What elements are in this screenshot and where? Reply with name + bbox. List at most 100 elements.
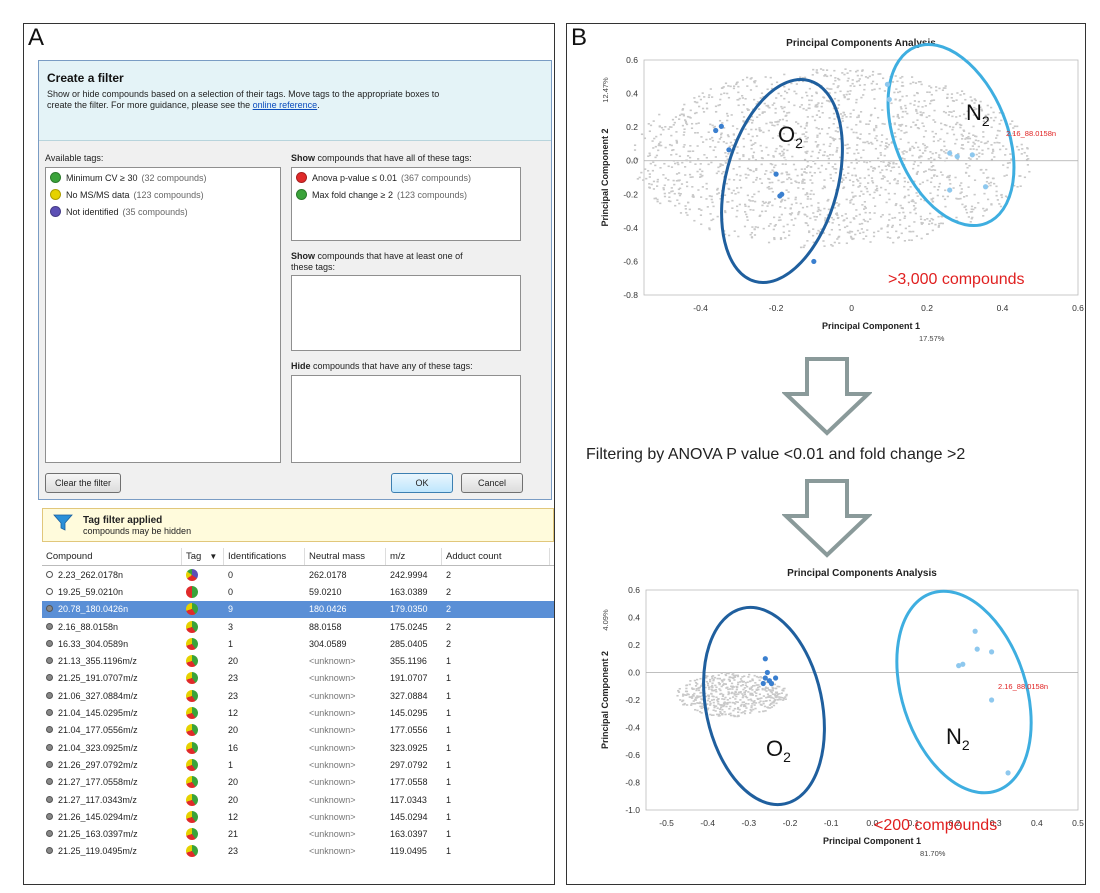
tag-name: Not identified <box>66 206 119 217</box>
background-compound-mark <box>768 178 771 180</box>
background-compound-mark <box>733 679 736 681</box>
dialog-title: Create a filter <box>47 71 124 85</box>
table-row[interactable]: 21.26_297.0792m/z 1 <unknown> 297.0792 1 <box>42 756 554 773</box>
background-compound-mark <box>937 139 940 142</box>
background-compound-mark <box>737 706 740 709</box>
table-row[interactable]: 21.25_191.0707m/z 23 <unknown> 191.0707 1 <box>42 670 554 687</box>
cell-mz: 297.0792 <box>390 759 428 770</box>
table-row[interactable]: 21.04_323.0925m/z 16 <unknown> 323.0925 1 <box>42 739 554 756</box>
header-neutral-mass[interactable]: Neutral mass <box>305 548 386 565</box>
table-row[interactable]: 21.25_163.0397m/z 21 <unknown> 163.0397 1 <box>42 825 554 842</box>
background-compound-mark <box>636 178 639 180</box>
background-compound-mark <box>651 169 655 172</box>
dropdown-icon[interactable]: ▼ <box>209 552 218 561</box>
tag-item[interactable]: Minimum CV ≥ 30 (32 compounds) <box>46 170 280 185</box>
background-compound-mark <box>705 182 708 185</box>
background-compound-mark <box>687 693 690 696</box>
table-row[interactable]: 21.27_117.0343m/z 20 <unknown> 117.0343 1 <box>42 791 554 808</box>
pca-chart-bottom: Principal Components Analysis-0.5 -0.4 -0.… <box>600 568 1084 858</box>
table-row[interactable]: 19.25_59.0210n 0 59.0210 163.0389 2 <box>42 583 554 600</box>
tag-item[interactable]: Max fold change ≥ 2 (123 compounds) <box>292 187 520 202</box>
header-mz[interactable]: m/z <box>386 548 442 565</box>
background-compound-mark <box>752 685 755 687</box>
background-compound-mark <box>780 172 783 175</box>
background-compound-mark <box>982 136 985 138</box>
background-compound-mark <box>937 215 940 218</box>
available-tags-box[interactable]: Minimum CV ≥ 30 (32 compounds) No MS/MS da… <box>45 167 281 463</box>
table-row[interactable]: 21.06_327.0884m/z 23 <unknown> 327.0884 1 <box>42 687 554 704</box>
table-row[interactable]: 16.33_304.0589n 1 304.0589 285.0405 2 <box>42 635 554 652</box>
background-compound-mark <box>916 119 919 121</box>
header-tag[interactable]: Tag ▼ <box>182 548 224 565</box>
table-row[interactable]: 21.27_177.0558m/z 20 <unknown> 177.0558 1 <box>42 774 554 791</box>
background-compound-mark <box>929 151 932 153</box>
cell-identifications: 0 <box>228 586 234 597</box>
background-compound-mark <box>855 158 858 161</box>
background-compound-mark <box>938 87 941 90</box>
background-compound-mark <box>930 177 933 179</box>
header-adduct-count[interactable]: Adduct count <box>442 548 550 565</box>
background-compound-mark <box>764 173 767 175</box>
tag-item[interactable]: Anova p-value ≤ 0.01 (367 compounds) <box>292 170 520 185</box>
background-compound-mark <box>778 698 781 700</box>
table-row[interactable]: 2.16_88.0158n 3 88.0158 175.0245 2 <box>42 618 554 635</box>
show-any-tags-box[interactable] <box>291 275 521 351</box>
background-compound-mark <box>834 91 837 94</box>
background-compound-mark <box>785 693 788 696</box>
hide-tags-box[interactable] <box>291 375 521 463</box>
compound-name: 16.33_304.0589n <box>58 638 129 649</box>
table-row[interactable]: 21.04_177.0556m/z 20 <unknown> 177.0556 1 <box>42 722 554 739</box>
background-compound-mark <box>718 677 721 680</box>
table-row[interactable]: 20.78_180.0426n 9 180.0426 179.0350 2 <box>42 600 554 618</box>
background-compound-mark <box>734 193 737 195</box>
background-compound-mark <box>698 168 702 171</box>
background-compound-mark <box>758 215 761 218</box>
cell-neutral-mass: <unknown> <box>309 742 356 753</box>
online-reference-link[interactable]: online reference <box>252 100 318 110</box>
background-compound-mark <box>908 230 911 233</box>
tag-item[interactable]: No MS/MS data (123 compounds) <box>46 187 280 202</box>
background-compound-mark <box>772 700 776 703</box>
background-compound-mark <box>752 209 755 211</box>
show-all-tags-box[interactable]: Anova p-value ≤ 0.01 (367 compounds) Max f… <box>291 167 521 241</box>
background-compound-mark <box>845 217 849 220</box>
background-compound-mark <box>773 693 776 695</box>
background-compound-mark <box>715 705 718 707</box>
background-compound-mark <box>833 69 836 72</box>
background-compound-mark <box>961 135 964 137</box>
background-compound-mark <box>909 126 913 128</box>
table-row[interactable]: 21.04_145.0295m/z 12 <unknown> 145.0295 1 <box>42 704 554 721</box>
tag-item[interactable]: Not identified (35 compounds) <box>46 204 280 219</box>
table-row[interactable]: 2.23_262.0178n 0 262.0178 242.9994 2 <box>42 566 554 583</box>
background-compound-mark <box>795 92 798 95</box>
header-identifications[interactable]: Identifications <box>224 548 305 565</box>
background-compound-mark <box>805 172 808 174</box>
background-compound-mark <box>881 77 885 80</box>
background-compound-mark <box>879 215 883 218</box>
background-compound-mark <box>948 174 951 177</box>
table-row[interactable]: 21.25_119.0495m/z 23 <unknown> 119.0495 1 <box>42 843 554 860</box>
background-compound-mark <box>912 200 915 203</box>
table-row[interactable]: 21.13_355.1196m/z 20 <unknown> 355.1196 1 <box>42 652 554 669</box>
background-compound-mark <box>749 233 752 236</box>
background-compound-mark <box>998 111 1001 114</box>
background-compound-mark <box>765 690 768 692</box>
background-compound-mark <box>983 210 986 212</box>
background-compound-mark <box>659 167 662 169</box>
background-compound-mark <box>915 192 918 194</box>
ok-button[interactable]: OK <box>391 473 453 493</box>
background-compound-mark <box>922 135 926 138</box>
cell-mz: 145.0294 <box>390 811 428 822</box>
cancel-button[interactable]: Cancel <box>461 473 523 493</box>
clear-filter-button[interactable]: Clear the filter <box>45 473 121 493</box>
background-compound-mark <box>671 118 675 121</box>
table-header: Compound Tag ▼ Identifications Neutral ma… <box>42 548 554 566</box>
background-compound-mark <box>802 133 805 135</box>
background-compound-mark <box>810 155 813 158</box>
header-compound[interactable]: Compound <box>42 548 182 565</box>
background-compound-mark <box>880 186 883 189</box>
background-compound-mark <box>725 702 728 704</box>
table-row[interactable]: 21.26_145.0294m/z 12 <unknown> 145.0294 1 <box>42 808 554 825</box>
background-compound-mark <box>882 161 885 163</box>
background-compound-mark <box>919 183 922 185</box>
